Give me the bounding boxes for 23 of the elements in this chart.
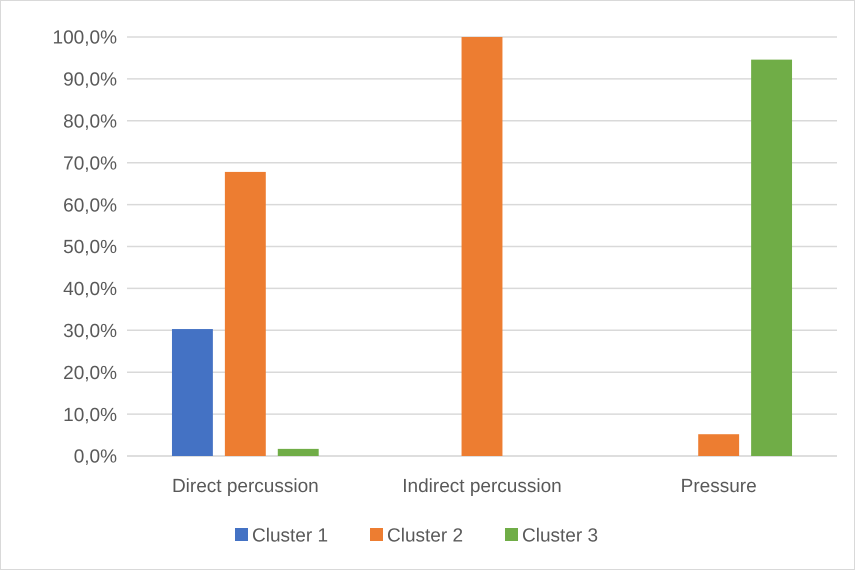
y-tick-label: 0,0% — [74, 446, 118, 468]
legend-label: Cluster 1 — [252, 526, 328, 547]
x-tick-label: Pressure — [680, 476, 757, 497]
y-tick-label: 50,0% — [63, 237, 118, 258]
bar — [172, 329, 213, 456]
bar — [751, 60, 792, 456]
bar — [224, 172, 266, 456]
legend-label: Cluster 3 — [522, 526, 598, 547]
y-tick-label: 20,0% — [63, 362, 118, 384]
y-tick-label: 80,0% — [63, 111, 118, 132]
bar — [278, 448, 319, 456]
x-tick-label: Direct percussion — [172, 476, 319, 497]
y-tick-label: 100,0% — [52, 28, 118, 49]
y-tick-label: 70,0% — [63, 153, 118, 174]
x-tick-label: Indirect percussion — [402, 476, 562, 497]
legend-label: Cluster 2 — [387, 526, 464, 547]
y-tick-label: 60,0% — [63, 195, 118, 216]
bar — [698, 434, 740, 456]
y-tick-label: 10,0% — [63, 404, 118, 426]
y-tick-label: 90,0% — [63, 70, 118, 91]
y-tick-label: 30,0% — [63, 320, 118, 342]
bar — [462, 37, 502, 456]
y-tick-label: 40,0% — [63, 279, 118, 300]
